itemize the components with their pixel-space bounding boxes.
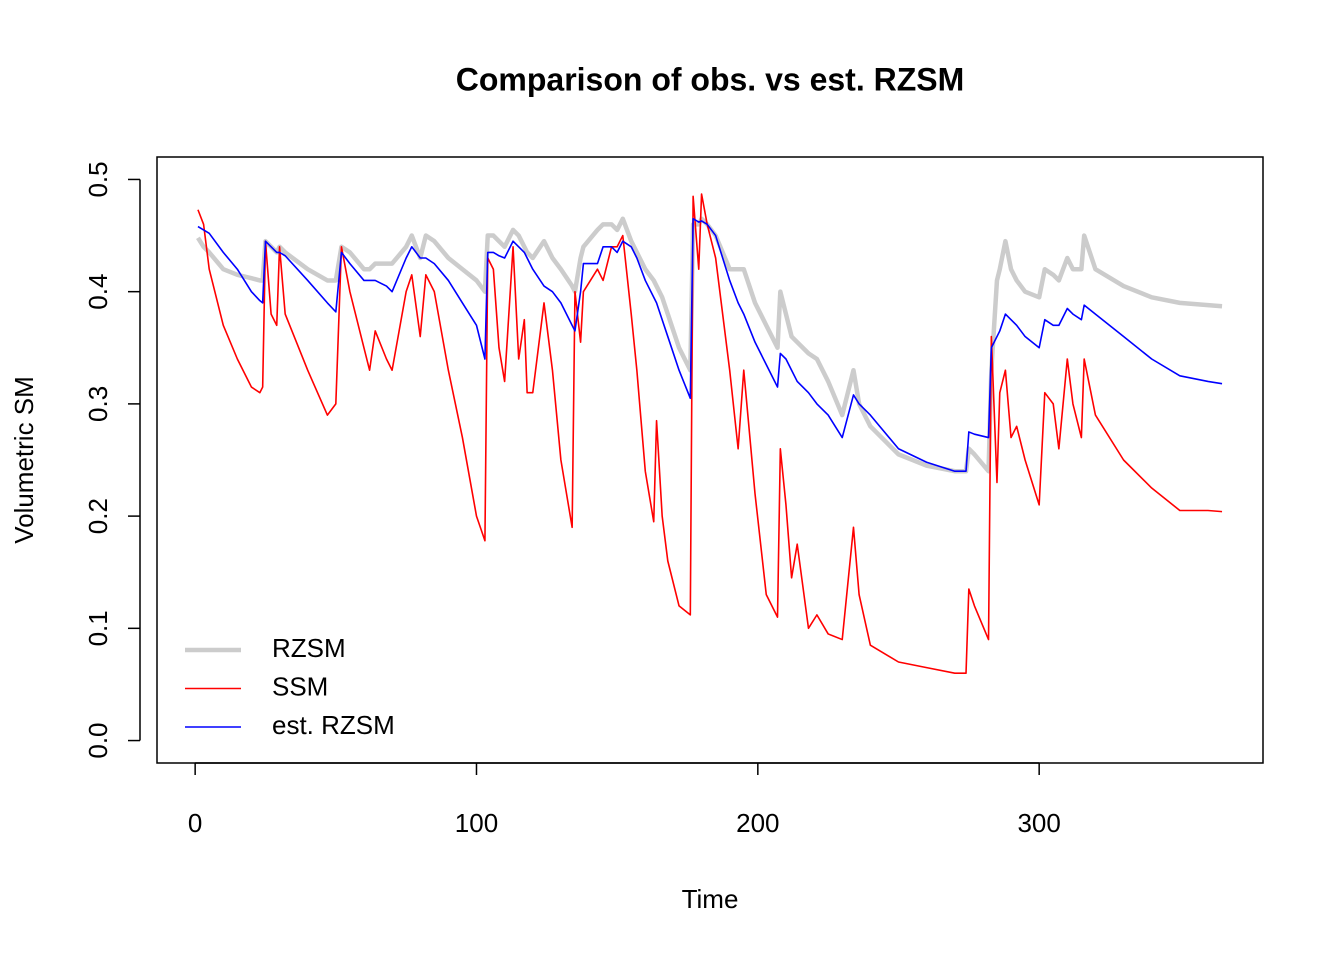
y-tick-label: 0.3 [83, 386, 113, 422]
x-tick-label: 0 [188, 808, 202, 838]
y-tick-label: 0.0 [83, 722, 113, 758]
legend-label: est. RZSM [272, 710, 395, 740]
legend-label: RZSM [272, 633, 346, 663]
y-tick-label: 0.1 [83, 610, 113, 646]
x-axis-label: Time [682, 884, 739, 914]
y-axis-label: Volumetric SM [9, 376, 39, 544]
x-tick-label: 200 [736, 808, 779, 838]
legend-label: SSM [272, 671, 328, 701]
y-tick-label: 0.4 [83, 274, 113, 310]
x-tick-label: 100 [455, 808, 498, 838]
series-line [197, 193, 1223, 675]
series-line [196, 216, 1223, 474]
y-tick-label: 0.5 [83, 161, 113, 197]
chart-title: Comparison of obs. vs est. RZSM [456, 61, 965, 97]
series-line [197, 217, 1223, 473]
x-tick-label: 300 [1017, 808, 1060, 838]
y-tick-label: 0.2 [83, 498, 113, 534]
